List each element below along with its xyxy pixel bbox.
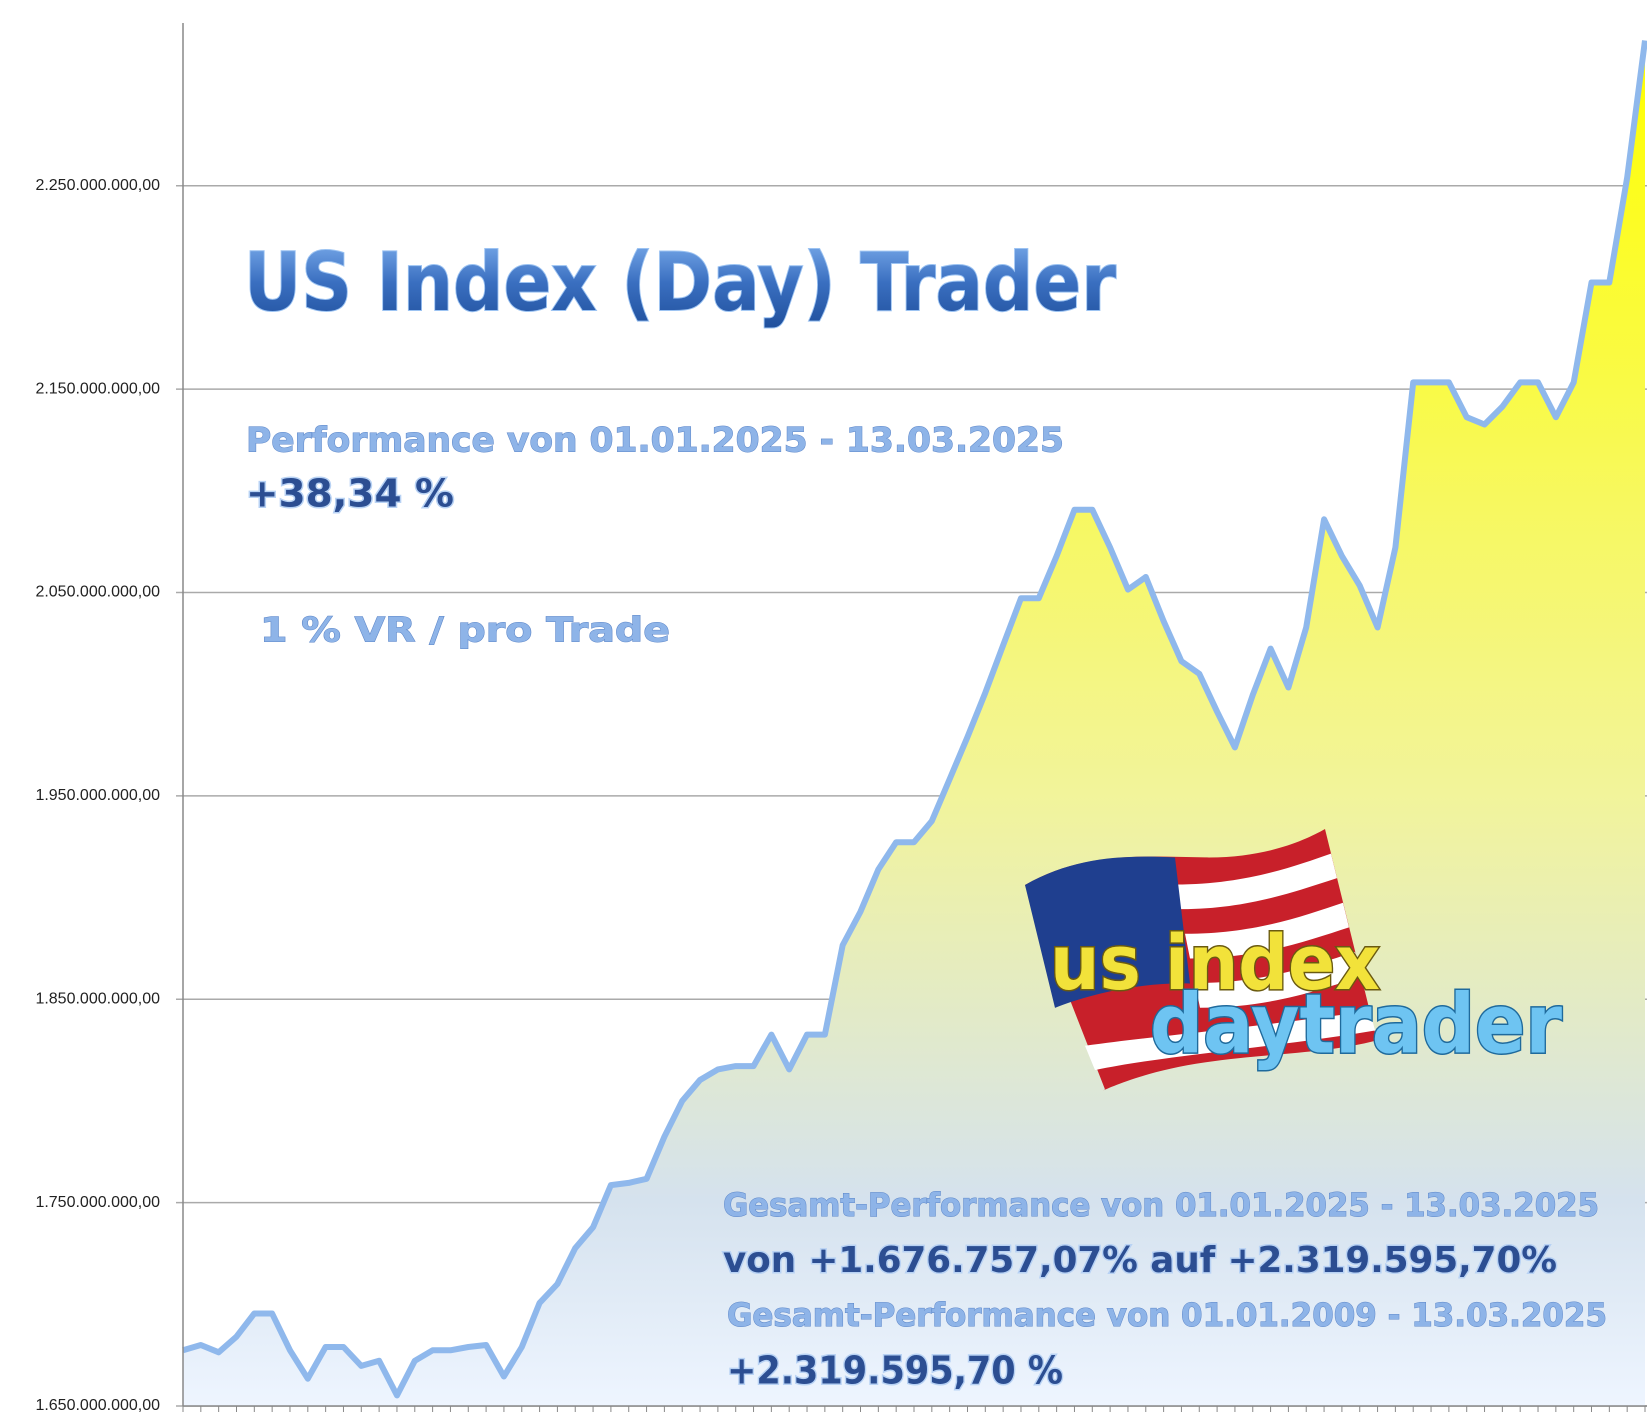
y-tick-label: 1.750.000.000,00 bbox=[35, 1194, 160, 1211]
y-tick-label: 1.950.000.000,00 bbox=[35, 787, 160, 804]
annotation: von +1.676.757,07% auf +2.319.595,70% bbox=[723, 1240, 1557, 1281]
y-tick-label: 1.650.000.000,00 bbox=[35, 1397, 160, 1413]
logo-text: us index bbox=[1050, 918, 1380, 1007]
line bbox=[182, 40, 1647, 1399]
annotation: +2.319.595,70 % bbox=[727, 1349, 1063, 1393]
logo-text: daytrader bbox=[1150, 977, 1563, 1072]
y-tick-label: 2.050.000.000,00 bbox=[35, 584, 160, 601]
area bbox=[183, 40, 1645, 1406]
annotation: Gesamt-Performance von 01.01.2009 - 13.0… bbox=[727, 1296, 1607, 1334]
annotation: 1 % VR / pro Trade bbox=[260, 611, 670, 651]
logo: us index daytrader bbox=[1025, 829, 1564, 1091]
y-tick-label: 1.850.000.000,00 bbox=[35, 990, 160, 1007]
flag bbox=[1025, 829, 1377, 1091]
y-tick-label: 2.150.000.000,00 bbox=[35, 380, 160, 397]
annotation: Performance von 01.01.2025 - 13.03.2025 bbox=[246, 421, 1064, 461]
annotation: Gesamt-Performance von 01.01.2025 - 13.0… bbox=[723, 1186, 1599, 1224]
annotation: +38,34 % bbox=[246, 472, 454, 516]
y-tick-label: 2.250.000.000,00 bbox=[35, 177, 160, 194]
chart-title: US Index (Day) Trader bbox=[244, 236, 1116, 329]
